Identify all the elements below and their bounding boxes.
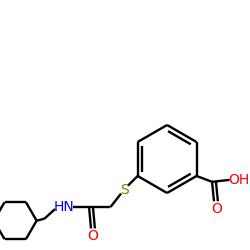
Text: O: O (212, 202, 222, 216)
Text: OH: OH (229, 173, 250, 187)
Text: S: S (120, 182, 128, 196)
Text: HN: HN (54, 200, 74, 214)
Text: O: O (88, 229, 99, 243)
